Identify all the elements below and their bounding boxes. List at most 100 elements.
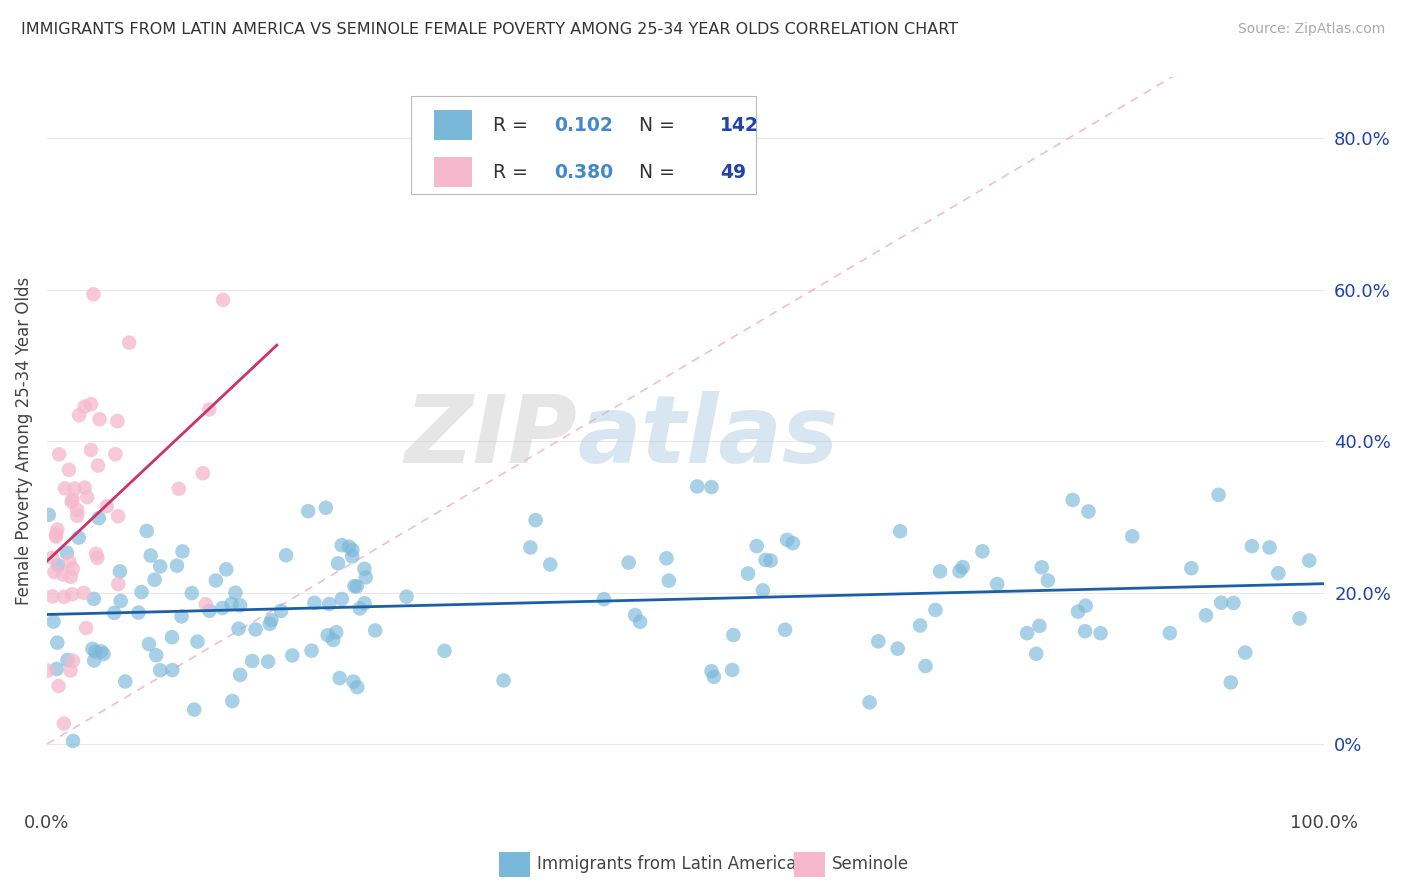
Point	[221, 694, 243, 708]
Point	[924, 603, 946, 617]
Text: R =: R =	[492, 116, 534, 135]
Point	[62, 562, 84, 576]
Point	[82, 287, 104, 301]
Point	[776, 533, 799, 547]
Point	[342, 674, 364, 689]
Point	[914, 659, 936, 673]
Point	[138, 637, 160, 651]
Text: Seminole: Seminole	[832, 855, 910, 873]
Point	[617, 556, 640, 570]
Point	[73, 400, 96, 414]
Point	[948, 564, 970, 578]
Point	[1015, 626, 1038, 640]
Point	[1211, 596, 1233, 610]
Point	[330, 538, 353, 552]
Point	[658, 574, 681, 588]
Point	[782, 536, 804, 550]
Point	[87, 511, 110, 525]
Point	[229, 668, 252, 682]
Point	[395, 590, 418, 604]
Point	[48, 447, 70, 461]
Point	[624, 608, 647, 623]
Point	[492, 673, 515, 688]
Point	[259, 616, 281, 631]
Point	[59, 570, 82, 584]
Point	[82, 641, 104, 656]
Point	[325, 625, 347, 640]
Point	[1159, 626, 1181, 640]
Text: N =: N =	[627, 162, 681, 182]
Point	[228, 622, 250, 636]
Point	[1090, 626, 1112, 640]
Text: IMMIGRANTS FROM LATIN AMERICA VS SEMINOLE FEMALE POVERTY AMONG 25-34 YEAR OLDS C: IMMIGRANTS FROM LATIN AMERICA VS SEMINOL…	[21, 22, 959, 37]
Point	[107, 509, 129, 524]
Point	[1067, 605, 1090, 619]
Point	[858, 695, 880, 709]
Point	[73, 586, 96, 600]
FancyBboxPatch shape	[411, 95, 756, 194]
Point	[1267, 566, 1289, 581]
Point	[353, 562, 375, 576]
Point	[346, 579, 368, 593]
Point	[240, 654, 263, 668]
Point	[58, 463, 80, 477]
Point	[221, 597, 243, 611]
Point	[628, 615, 651, 629]
Point	[44, 565, 66, 579]
Point	[211, 601, 233, 615]
Point	[1074, 624, 1097, 639]
Point	[93, 647, 115, 661]
Point	[41, 590, 63, 604]
Point	[53, 590, 76, 604]
Point	[53, 482, 76, 496]
Point	[337, 540, 360, 554]
Point	[1180, 561, 1202, 575]
Point	[110, 594, 132, 608]
Point	[172, 544, 194, 558]
Point	[127, 606, 149, 620]
Point	[45, 527, 67, 541]
Point	[149, 559, 172, 574]
Point	[315, 500, 337, 515]
Point	[364, 624, 387, 638]
Point	[1258, 541, 1281, 555]
Point	[103, 606, 125, 620]
Point	[83, 591, 105, 606]
Point	[166, 558, 188, 573]
Point	[90, 644, 112, 658]
Point	[191, 467, 214, 481]
Point	[354, 570, 377, 584]
Point	[721, 663, 744, 677]
Point	[1298, 553, 1320, 567]
Point	[260, 613, 283, 627]
Text: 49: 49	[720, 162, 747, 182]
Point	[349, 601, 371, 615]
Point	[180, 586, 202, 600]
Point	[986, 577, 1008, 591]
Point	[37, 664, 59, 678]
Point	[433, 644, 456, 658]
Point	[52, 567, 75, 582]
Point	[952, 560, 974, 574]
Point	[205, 574, 228, 588]
Point	[1195, 608, 1218, 623]
Point	[104, 447, 127, 461]
Point	[107, 577, 129, 591]
Point	[754, 553, 776, 567]
Text: R =: R =	[492, 162, 534, 182]
Point	[524, 513, 547, 527]
Point	[63, 482, 86, 496]
Point	[329, 671, 352, 685]
Point	[330, 592, 353, 607]
Point	[114, 674, 136, 689]
Point	[66, 508, 89, 523]
Point	[160, 630, 183, 644]
Point	[274, 549, 297, 563]
Point	[868, 634, 890, 648]
Point	[170, 609, 193, 624]
Point	[45, 662, 67, 676]
Point	[84, 644, 107, 658]
Point	[80, 397, 103, 411]
Point	[316, 628, 339, 642]
Point	[56, 546, 79, 560]
